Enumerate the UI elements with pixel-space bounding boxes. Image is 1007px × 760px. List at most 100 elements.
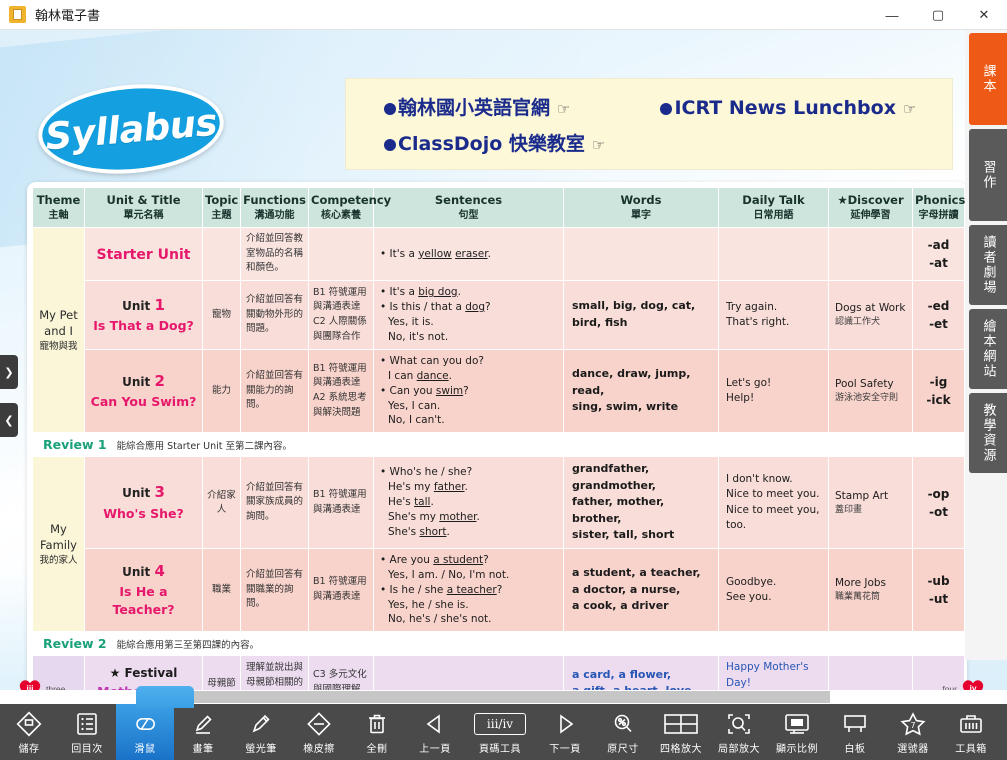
toolbar-button-four-grid-zoom[interactable]: 四格放大 — [652, 704, 710, 760]
toolbar-button-label: 白板 — [844, 744, 866, 755]
eraser-icon — [306, 708, 332, 739]
phonics-cell — [912, 655, 965, 690]
syllabus-logo-text: Syllabus — [43, 100, 219, 158]
page-number-display[interactable]: iii/iv — [473, 712, 527, 735]
daily-talk-cell: I don't know. Nice to meet you. Nice to me… — [718, 456, 829, 549]
col-header-phonics: Phonics 字母拼讀 — [912, 186, 965, 229]
toolbar-button-save-diamond[interactable]: 儲存 — [0, 704, 58, 760]
close-button[interactable]: ✕ — [978, 7, 990, 22]
competency-cell — [308, 227, 374, 282]
sidebar-tab-teaching-resources[interactable]: 教學資源 — [969, 393, 1007, 473]
toolbar-button-label: 回目次 — [71, 744, 103, 755]
competency-cell: C3 多元文化與國際理解 — [308, 655, 374, 690]
pen-icon — [191, 708, 215, 739]
discover-cell: Dogs at Work 認識工作犬 — [828, 280, 913, 350]
toolbar-button-custom-briefcase[interactable]: 自訂自訂 — [1000, 704, 1007, 760]
toolbar-button-region-zoom[interactable]: 局部放大 — [710, 704, 768, 760]
discover-cell: Pool Safety 游泳池安全守則 — [828, 348, 913, 434]
functions-cell: 介紹並回答教室物品的名稱和顏色。 — [240, 227, 309, 282]
page-number-box: iii/iv — [473, 708, 527, 739]
review-row-content: Review 2 能綜合應用第三至第四課的內容。 — [32, 631, 965, 657]
minimize-button[interactable]: — — [885, 7, 899, 23]
toolbar-button-toolbox[interactable]: 工具箱 — [942, 704, 1000, 760]
toolbar-button-mouse-cursor[interactable]: 滑鼠 — [116, 704, 174, 760]
sidebar-tab-workbook[interactable]: 習作 — [969, 129, 1007, 221]
topic-cell — [202, 227, 241, 282]
table-row: Unit 2 Can You Swim? 能力 介紹並回答有關能力的詢問。 B1 符號運… — [33, 348, 965, 434]
toolbar-button-trash[interactable]: 全刪 — [348, 704, 406, 760]
col-header-unit-title: Unit & Title 單元名稱 — [84, 186, 203, 229]
daily-talk-cell — [718, 227, 829, 282]
words-cell — [563, 227, 719, 282]
heart-icon: iv — [961, 678, 985, 690]
toolbar-button-magnifier-percent[interactable]: 原尺寸 — [594, 704, 652, 760]
col-header-theme: Theme 主軸 — [32, 186, 85, 229]
toolbar-button-label: 工具箱 — [955, 744, 987, 755]
functions-cell: 介紹並回答有關職業的詢問。 — [240, 547, 309, 633]
col-header-topic: Topic 主題 — [202, 186, 241, 229]
sidebar-tab-textbook[interactable]: 課本 — [969, 33, 1007, 125]
right-sidebar-tabs: 課本 習作 讀者劇場 繪本網站 教學資源 — [965, 30, 1007, 660]
maximize-button[interactable]: ▢ — [931, 7, 945, 22]
col-header-words: Words 單字 — [563, 186, 719, 229]
link-label: 翰林國小英語官網 — [398, 97, 551, 119]
col-header-competency: Competency 核心素養 — [308, 186, 391, 229]
toolbar-button-eraser[interactable]: 橡皮擦 — [290, 704, 348, 760]
sidebar-tab-picturebook-site[interactable]: 繪本網站 — [969, 309, 1007, 389]
link-hanlin-english-site[interactable]: 翰林國小英語官網 ☞ — [384, 93, 570, 120]
review-row-2: Review 2 能綜合應用第三至第四課的內容。 — [32, 631, 965, 657]
sidebar-tab-readers-theater[interactable]: 讀者劇場 — [969, 225, 1007, 305]
toolbar-button-triangle-right[interactable]: 下一頁 — [536, 704, 594, 760]
whiteboard-icon — [841, 708, 869, 739]
syllabus-table-container: Theme 主軸 Unit & Title 單元名稱 Topic 主題 Functio… — [27, 182, 967, 690]
trash-icon — [366, 708, 388, 739]
unit-title-cell: Unit 3 Who's She? — [84, 456, 203, 549]
link-classdojo[interactable]: ClassDojo 快樂教室 ☞ — [384, 129, 605, 156]
toolbar-button-label: 畫筆 — [192, 744, 214, 755]
words-cell: small, big, dog, cat, bird, fish — [563, 280, 719, 350]
toolbar-button-page-number-box[interactable]: iii/iv 頁碼工具 — [464, 704, 536, 760]
app-icon — [9, 6, 26, 23]
phonics-cell: -ub -ut — [912, 547, 965, 633]
toolbar-button-star-number[interactable]: 7 選號器 — [884, 704, 942, 760]
competency-cell: B1 符號運用與溝通表達 C2 人際關係與團隊合作 — [308, 280, 374, 350]
topic-cell: 能力 — [202, 348, 241, 434]
link-label: ICRT News Lunchbox — [674, 97, 896, 119]
topic-cell: 母親節 — [202, 655, 241, 690]
toolbar-button-highlighter[interactable]: 螢光筆 — [232, 704, 290, 760]
topic-cell: 介紹家人 — [202, 456, 241, 549]
magnifier-percent-icon — [610, 708, 636, 739]
page-nav-left-arrow[interactable]: ❮ — [0, 403, 18, 437]
toolbar-button-pen[interactable]: 畫筆 — [174, 704, 232, 760]
words-cell: a card, a flower,a gift, a heart, love — [563, 655, 719, 690]
theme-cell: My Pet and I 寵物與我 — [32, 227, 85, 434]
toolbar-button-label: 四格放大 — [660, 744, 702, 755]
link-label: ClassDojo 快樂教室 — [398, 133, 585, 155]
table-header-row: Theme 主軸 Unit & Title 單元名稱 Topic 主題 Functio… — [32, 186, 965, 229]
toolbar-button-whiteboard[interactable]: 白板 — [826, 704, 884, 760]
horizontal-scrollbar[interactable] — [0, 690, 965, 704]
daily-talk-cell: Happy Mother's Day!This is for you. — [718, 655, 829, 690]
words-cell: dance, draw, jump, read, sing, swim, writ… — [563, 348, 719, 434]
link-icrt-news-lunchbox[interactable]: ICRT News Lunchbox ☞ — [660, 97, 916, 119]
unit-title-cell: Unit 1 Is That a Dog? — [84, 280, 203, 350]
functions-cell: 理解並說出與母親節相關的用語。 — [240, 655, 309, 690]
toolbar-button-label: 全刪 — [366, 744, 388, 755]
toolbar-button-label: 螢光筆 — [245, 744, 277, 755]
scrollbar-thumb[interactable] — [175, 691, 830, 703]
sentences-cell: • It's a big dog. • Is this / that a dog?… — [373, 280, 564, 350]
toolbar-button-contents-list[interactable]: 回目次 — [58, 704, 116, 760]
table-body: My Pet and I 寵物與我 Starter Unit 介紹並回答教室物品的名稱… — [32, 227, 965, 690]
sentences-cell: • What can you do? I can dance. • Can you … — [373, 348, 564, 434]
page-nav-right-arrow[interactable]: ❯ — [0, 355, 18, 389]
phonics-cell: -op -ot — [912, 456, 965, 549]
toolbar-button-monitor-fixed[interactable]: 顯示比例 — [768, 704, 826, 760]
phonics-cell: -ig -ick — [912, 348, 965, 434]
table-row: Unit 1 Is That a Dog? 寵物 介紹並回答有關動物外形的問題。 B1 … — [33, 280, 965, 350]
sentences-cell: • It's a yellow eraser. — [373, 227, 564, 282]
theme-cell: My Family 我的家人 — [32, 456, 85, 633]
toolbox-icon — [957, 708, 985, 739]
table-row: My Family 我的家人 Unit 3 Who's She? 介紹家人 介紹並回答有關… — [32, 456, 965, 633]
triangle-right-icon — [552, 708, 578, 739]
toolbar-button-triangle-left[interactable]: 上一頁 — [406, 704, 464, 760]
